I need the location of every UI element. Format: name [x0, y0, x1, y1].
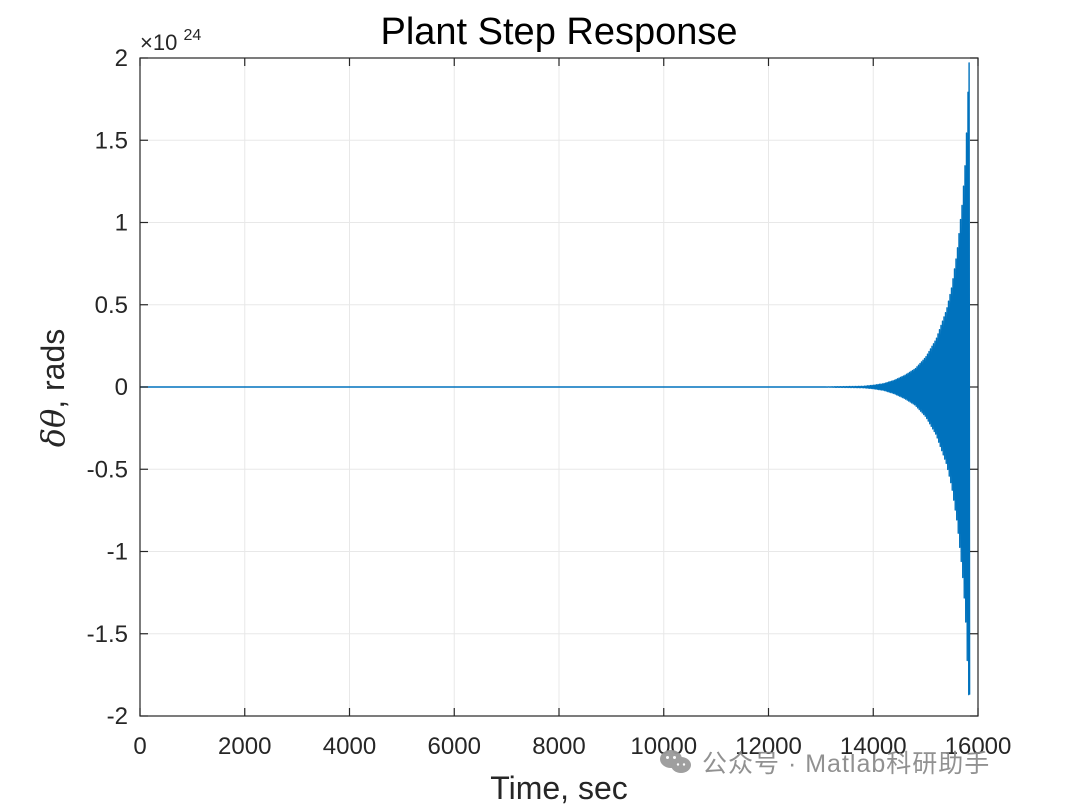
y-axis-symbol: δθ: [34, 409, 72, 448]
y-tick-label: 0: [115, 374, 128, 401]
watermark: 公众号 · Matlab科研助手: [658, 744, 990, 780]
x-tick-label: 4000: [323, 733, 376, 760]
x-tick-label: 6000: [428, 733, 481, 760]
y-axis-multiplier: ×10 24: [140, 27, 201, 55]
y-axis-multiplier-base: ×10: [140, 30, 177, 55]
x-axis-title: Time, sec: [490, 770, 628, 806]
y-tick-label: -1: [107, 539, 128, 566]
x-tick-label: 12000: [735, 733, 802, 760]
y-tick-label: -1.5: [87, 621, 128, 648]
y-tick-label: -2: [107, 703, 128, 730]
y-axis-multiplier-label: ×10 24: [140, 27, 201, 55]
x-tick-label: 2000: [218, 733, 271, 760]
y-tick-label: 1: [115, 210, 128, 237]
y-axis-multiplier-exponent: 24: [183, 27, 201, 44]
y-tick-label: 0.5: [95, 292, 128, 319]
y-axis-title: δθ, rads: [34, 329, 72, 448]
wechat-icon: [660, 750, 691, 773]
x-tick-label: 16000: [945, 733, 1012, 760]
series-layer: [140, 62, 971, 696]
y-tick-label: 1.5: [95, 127, 128, 154]
x-tick-label: 8000: [532, 733, 585, 760]
chart-title: Plant Step Response: [380, 11, 737, 53]
y-tick-label: -0.5: [87, 456, 128, 483]
series-line-theta-response: [140, 62, 971, 696]
x-tick-label: 14000: [840, 733, 907, 760]
watermark-text: 公众号 · Matlab科研助手: [702, 750, 991, 778]
y-axis-unit: , rads: [35, 329, 71, 409]
x-tick-label: 0: [133, 733, 146, 760]
y-tick-label: 2: [115, 45, 128, 72]
